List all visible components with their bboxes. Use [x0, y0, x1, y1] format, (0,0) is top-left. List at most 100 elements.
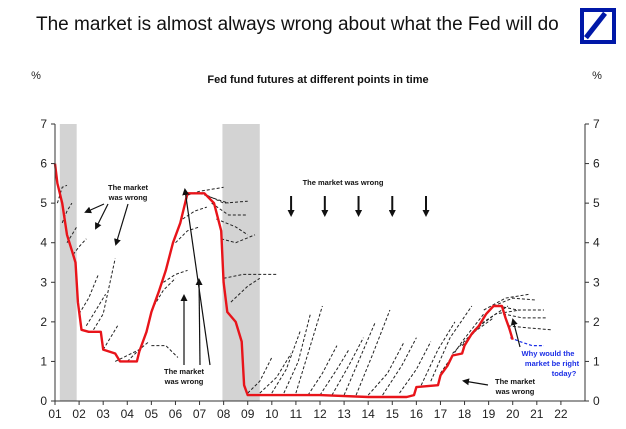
futures-path-24: [259, 353, 292, 394]
x-tick-label: 21: [530, 407, 544, 421]
futures-path-43: [493, 297, 537, 307]
futures-path-13: [175, 226, 200, 244]
annotation-market-wrong-bottom-left-line1: The market: [164, 367, 205, 376]
futures-path-18: [211, 202, 248, 216]
y-tick-label-right: 2: [593, 315, 600, 329]
futures-path-1: [61, 202, 73, 224]
y-axis-unit-left: %: [31, 70, 41, 82]
futures-path-21: [223, 273, 277, 279]
x-tick-label: 07: [193, 407, 207, 421]
x-tick-label: 05: [145, 407, 159, 421]
futures-path-31: [343, 321, 376, 396]
futures-path-5: [85, 293, 107, 327]
futures-path-3: [72, 238, 87, 255]
futures-path-7: [102, 325, 119, 350]
arrow-bottom-right: [462, 378, 489, 386]
actual-rate-series: [53, 163, 514, 399]
futures-path-23: [247, 357, 273, 394]
x-tick-label: 06: [169, 407, 183, 421]
futures-path-44: [498, 305, 544, 311]
futures-path-28: [307, 345, 338, 396]
futures-path-37: [430, 305, 473, 382]
futures-path-29: [319, 349, 350, 396]
futures-path-35: [399, 341, 432, 394]
futures-path-14: [182, 206, 207, 220]
x-tick-label: 04: [121, 407, 135, 421]
annotation-why-right-line2: market be right: [525, 359, 580, 368]
futures-path-17: [206, 194, 248, 204]
annotation-why-right-line1: Why would the: [522, 349, 575, 358]
arrow-top-left-1: [84, 203, 105, 214]
futures-path-32: [355, 309, 391, 396]
futures-path-4: [78, 274, 99, 315]
recession-bar-0: [59, 124, 77, 401]
y-tick-label-left: 4: [40, 236, 47, 250]
futures-path-34: [382, 337, 417, 396]
y-tick-label-left: 1: [40, 354, 47, 368]
futures-paths: [56, 184, 552, 396]
annotation-arrows: [84, 188, 521, 386]
futures-path-2: [66, 226, 78, 243]
annotation-market-wrong-bottom-left-line2: was wrong: [164, 377, 204, 386]
y-tick-label-left: 6: [40, 157, 47, 171]
futures-path-39: [452, 317, 494, 354]
annotation-market-wrong-bottom-right-line1: The market: [495, 377, 536, 386]
y-tick-label-left: 3: [40, 275, 47, 289]
chart-title: Fed fund futures at different points in …: [207, 74, 428, 86]
y-tick-label-right: 4: [593, 236, 600, 250]
y-tick-label-right: 6: [593, 157, 600, 171]
futures-path-0: [56, 184, 68, 204]
arrow-bottom-left-2: [195, 278, 203, 366]
futures-path-12: [151, 345, 179, 358]
x-tick-label: 12: [313, 407, 327, 421]
y-tick-label-right: 5: [593, 196, 600, 210]
x-tick-label: 13: [337, 407, 351, 421]
annotation-why-right-line3: today?: [552, 369, 577, 378]
futures-path-45: [502, 313, 547, 319]
x-tick-label: 14: [362, 407, 376, 421]
futures-path-20: [221, 234, 256, 244]
futures-path-27: [295, 305, 323, 394]
y-tick-label-right: 7: [593, 117, 600, 131]
futures-path-26: [283, 313, 311, 394]
y-tick-label-left: 7: [40, 117, 47, 131]
x-tick-label: 01: [48, 407, 62, 421]
arrow-why-right: [510, 318, 521, 348]
x-tick-label: 08: [217, 407, 231, 421]
arrow-top-left-2: [95, 203, 109, 230]
futures-path-8: [114, 349, 140, 362]
y-tick-label-right: 1: [593, 354, 600, 368]
x-tick-label: 18: [458, 407, 472, 421]
x-tick-label: 02: [72, 407, 86, 421]
futures-path-11: [163, 269, 188, 283]
x-tick-label: 22: [554, 407, 568, 421]
slide-title: The market is almost always wrong about …: [36, 14, 559, 35]
latest-futures-path: [510, 337, 544, 347]
y-tick-label-left: 5: [40, 196, 47, 210]
futures-path-41: [473, 309, 521, 331]
x-tick-label: 15: [386, 407, 400, 421]
futures-path-42: [483, 293, 530, 311]
deutsche-bank-logo: [580, 8, 616, 44]
annotation-market-wrong-top-mid: The market was wrong: [303, 178, 384, 187]
futures-path-25: [271, 329, 302, 394]
x-tick-label: 10: [265, 407, 279, 421]
futures-path-19: [216, 218, 248, 236]
y-tick-label-right: 3: [593, 275, 600, 289]
x-tick-label: 16: [410, 407, 424, 421]
x-tick-label: 19: [482, 407, 496, 421]
y-tick-label-left: 0: [40, 394, 47, 408]
arrow-bottom-left-3: [182, 188, 211, 366]
annotation-market-wrong-bottom-right-line2: was wrong: [495, 387, 535, 396]
x-tick-label: 09: [241, 407, 255, 421]
annotation-market-wrong-top-left-line1: The market: [108, 183, 149, 192]
futures-path-33: [367, 341, 405, 396]
x-tick-label: 20: [506, 407, 520, 421]
futures-path-6: [93, 258, 116, 331]
x-tick-label: 11: [290, 407, 303, 421]
y-tick-label-left: 2: [40, 315, 47, 329]
arrow-top-left-3: [114, 203, 129, 246]
futures-path-30: [331, 337, 364, 396]
futures-path-22: [230, 277, 261, 303]
